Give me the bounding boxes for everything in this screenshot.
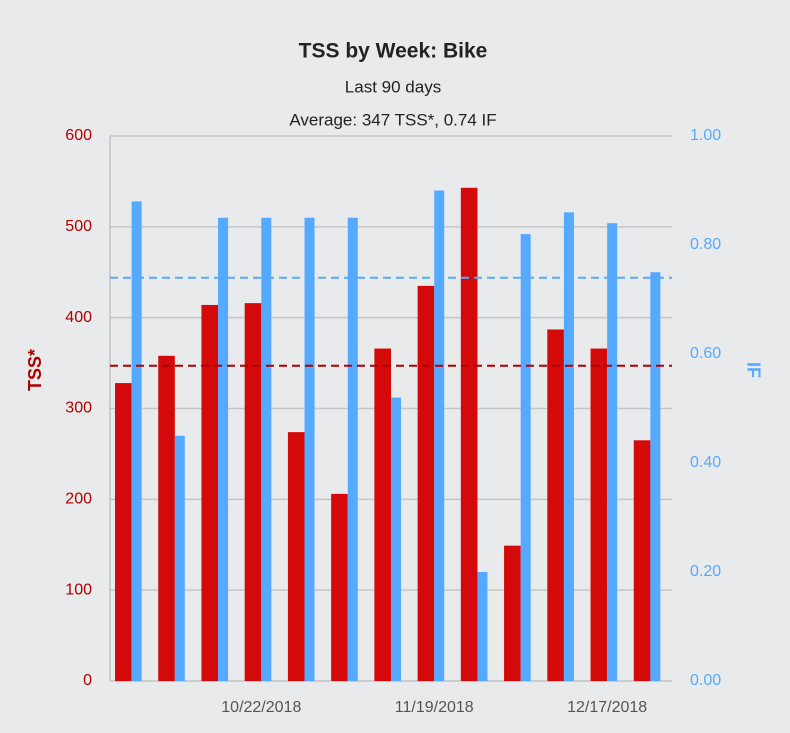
if-bar [261, 217, 272, 681]
if-bar [347, 217, 358, 681]
y2-tick-label: 0.00 [690, 672, 721, 689]
y2-tick-label: 0.60 [690, 345, 721, 362]
chart-subtitle: Last 90 days [345, 77, 441, 96]
tss-bar [374, 348, 391, 681]
if-bar [131, 201, 142, 681]
y-axis-title: TSS* [25, 349, 45, 391]
tss-bar [417, 285, 435, 681]
tss-bar [287, 432, 305, 681]
y2-tick-label: 0.80 [690, 236, 721, 253]
if-bar [174, 435, 185, 681]
y2-tick-label: 1.00 [690, 127, 721, 144]
tss-bar [331, 493, 348, 681]
tss-bar [115, 383, 132, 681]
chart-title: TSS by Week: Bike [299, 40, 488, 63]
if-bar [520, 234, 531, 681]
if-bar [477, 572, 488, 681]
tss-bar [504, 545, 521, 681]
tss-bar [201, 304, 219, 681]
y2-axis-title: IF [743, 362, 763, 378]
chart-annotation: Average: 347 TSS*, 0.74 IF [289, 110, 496, 129]
y-tick-label: 300 [65, 400, 92, 417]
y2-tick-label: 0.20 [690, 563, 721, 580]
x-tick-label: 11/19/2018 [395, 699, 474, 716]
if-bar [650, 272, 661, 681]
y-tick-label: 500 [65, 218, 92, 235]
y-tick-label: 100 [65, 581, 92, 598]
y-tick-label: 600 [65, 127, 92, 144]
tss-bar [244, 303, 262, 681]
if-bar [391, 397, 401, 681]
if-bar [563, 212, 574, 682]
y2-tick-label: 0.40 [690, 454, 721, 471]
tss-bar [460, 187, 478, 681]
tss-bar [590, 348, 608, 681]
x-tick-label: 10/22/2018 [221, 699, 301, 716]
if-bar [218, 217, 229, 681]
y-tick-label: 200 [65, 491, 92, 508]
tss-bar [633, 440, 651, 681]
y-tick-label: 0 [83, 672, 92, 689]
y-tick-label: 400 [65, 309, 92, 326]
if-bar [434, 190, 445, 681]
x-tick-label: 12/17/2018 [567, 699, 647, 716]
if-bar [607, 223, 618, 681]
tss-bar [547, 329, 564, 681]
if-bar [304, 217, 315, 681]
tss-bar [158, 355, 175, 681]
